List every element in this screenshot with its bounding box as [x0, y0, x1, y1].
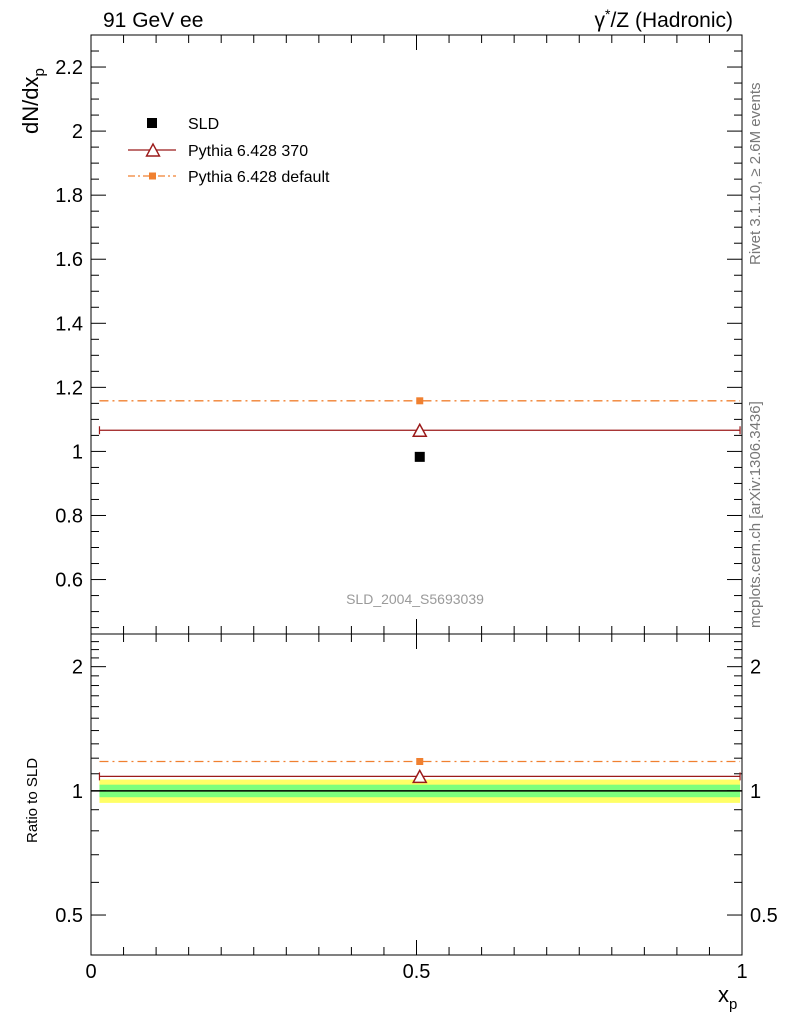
- x-label-text: x: [718, 982, 729, 1007]
- main-y-axis-label: dN/dxp: [18, 68, 48, 134]
- ratio-y-tick-label-right: 1: [750, 781, 761, 803]
- ratio-y-tick-label-right: 0.5: [750, 905, 778, 927]
- main-y-tick-labels: 0.6 0.8 1 1.2 1.4 1.6 1.8 2 2.2: [55, 57, 83, 592]
- legend-label-sld: SLD: [188, 116, 219, 133]
- main-y-tick-label: 2: [72, 121, 83, 143]
- ratio-panel: 0.5 0.5 1 1 2 2: [55, 633, 778, 956]
- plot-header-left: 91 GeV ee: [103, 9, 203, 32]
- analysis-reference: SLD_2004_S5693039: [346, 591, 484, 607]
- gamma-symbol: γ: [595, 9, 606, 32]
- ratio-pythia-default-point: [416, 757, 424, 765]
- main-sld-point: [414, 451, 425, 462]
- ratio-y-tick-label: 1: [72, 781, 83, 803]
- header-process: /Z (Hadronic): [610, 9, 733, 32]
- x-axis-label: xp: [718, 982, 737, 1013]
- ratio-y-tick-label: 0.5: [55, 905, 83, 927]
- main-ticks: [90, 34, 743, 634]
- main-y-tick-label: 1.2: [55, 377, 83, 399]
- legend-marker-pythia-default: [149, 172, 156, 180]
- mcplots-label: mcplots.cern.ch [arXiv:1306.3436]: [747, 401, 764, 628]
- main-y-tick-label: 2.2: [55, 57, 83, 79]
- ratio-y-tick-labels: 0.5 0.5 1 1 2 2: [55, 657, 778, 927]
- ratio-y-axis-label: Ratio to SLD: [24, 758, 41, 843]
- main-y-label-subscript: p: [31, 68, 48, 76]
- legend: SLD Pythia 6.428 370 Pythia 6.428 defaul…: [128, 116, 330, 186]
- x-tick-label: 1: [736, 961, 747, 983]
- rivet-version-label: Rivet 3.1.10, ≥ 2.6M events: [747, 83, 764, 266]
- ratio-y-tick-label-right: 2: [750, 657, 761, 679]
- plot-header-right: γ*/Z (Hadronic): [595, 6, 733, 32]
- main-pythia-370-point: [411, 422, 428, 438]
- main-panel: 0.6 0.8 1 1.2 1.4 1.6 1.8 2 2.2 SLD_2004_S569303…: [55, 34, 743, 635]
- legend-marker-pythia-370: [145, 142, 161, 157]
- main-y-label-text: dN/dx: [18, 77, 43, 134]
- ratio-series: [98, 757, 741, 784]
- main-y-tick-label: 1.4: [55, 313, 83, 335]
- legend-marker-sld: [147, 118, 157, 128]
- main-y-tick-label: 0.8: [55, 505, 83, 527]
- x-tick-label: 0: [85, 961, 96, 983]
- main-y-tick-label: 1.6: [55, 249, 83, 271]
- main-y-tick-label: 1: [72, 441, 83, 463]
- ratio-pythia-370-point: [411, 768, 428, 784]
- main-y-tick-label: 1.8: [55, 185, 83, 207]
- legend-label-pythia-370: Pythia 6.428 370: [188, 143, 308, 160]
- ratio-frame: [90, 633, 743, 956]
- x-tick-labels: 0 0.5 1: [85, 961, 747, 983]
- main-pythia-default-point: [416, 397, 424, 405]
- x-label-subscript: p: [729, 996, 737, 1013]
- ratio-y-tick-label: 2: [72, 657, 83, 679]
- main-y-tick-label: 0.6: [55, 570, 83, 592]
- ratio-uncertainty-bands: [91, 779, 742, 803]
- gamma-superscript: *: [605, 6, 611, 22]
- main-series: [98, 397, 741, 462]
- x-tick-label: 0.5: [403, 961, 431, 983]
- legend-label-pythia-default: Pythia 6.428 default: [188, 169, 330, 186]
